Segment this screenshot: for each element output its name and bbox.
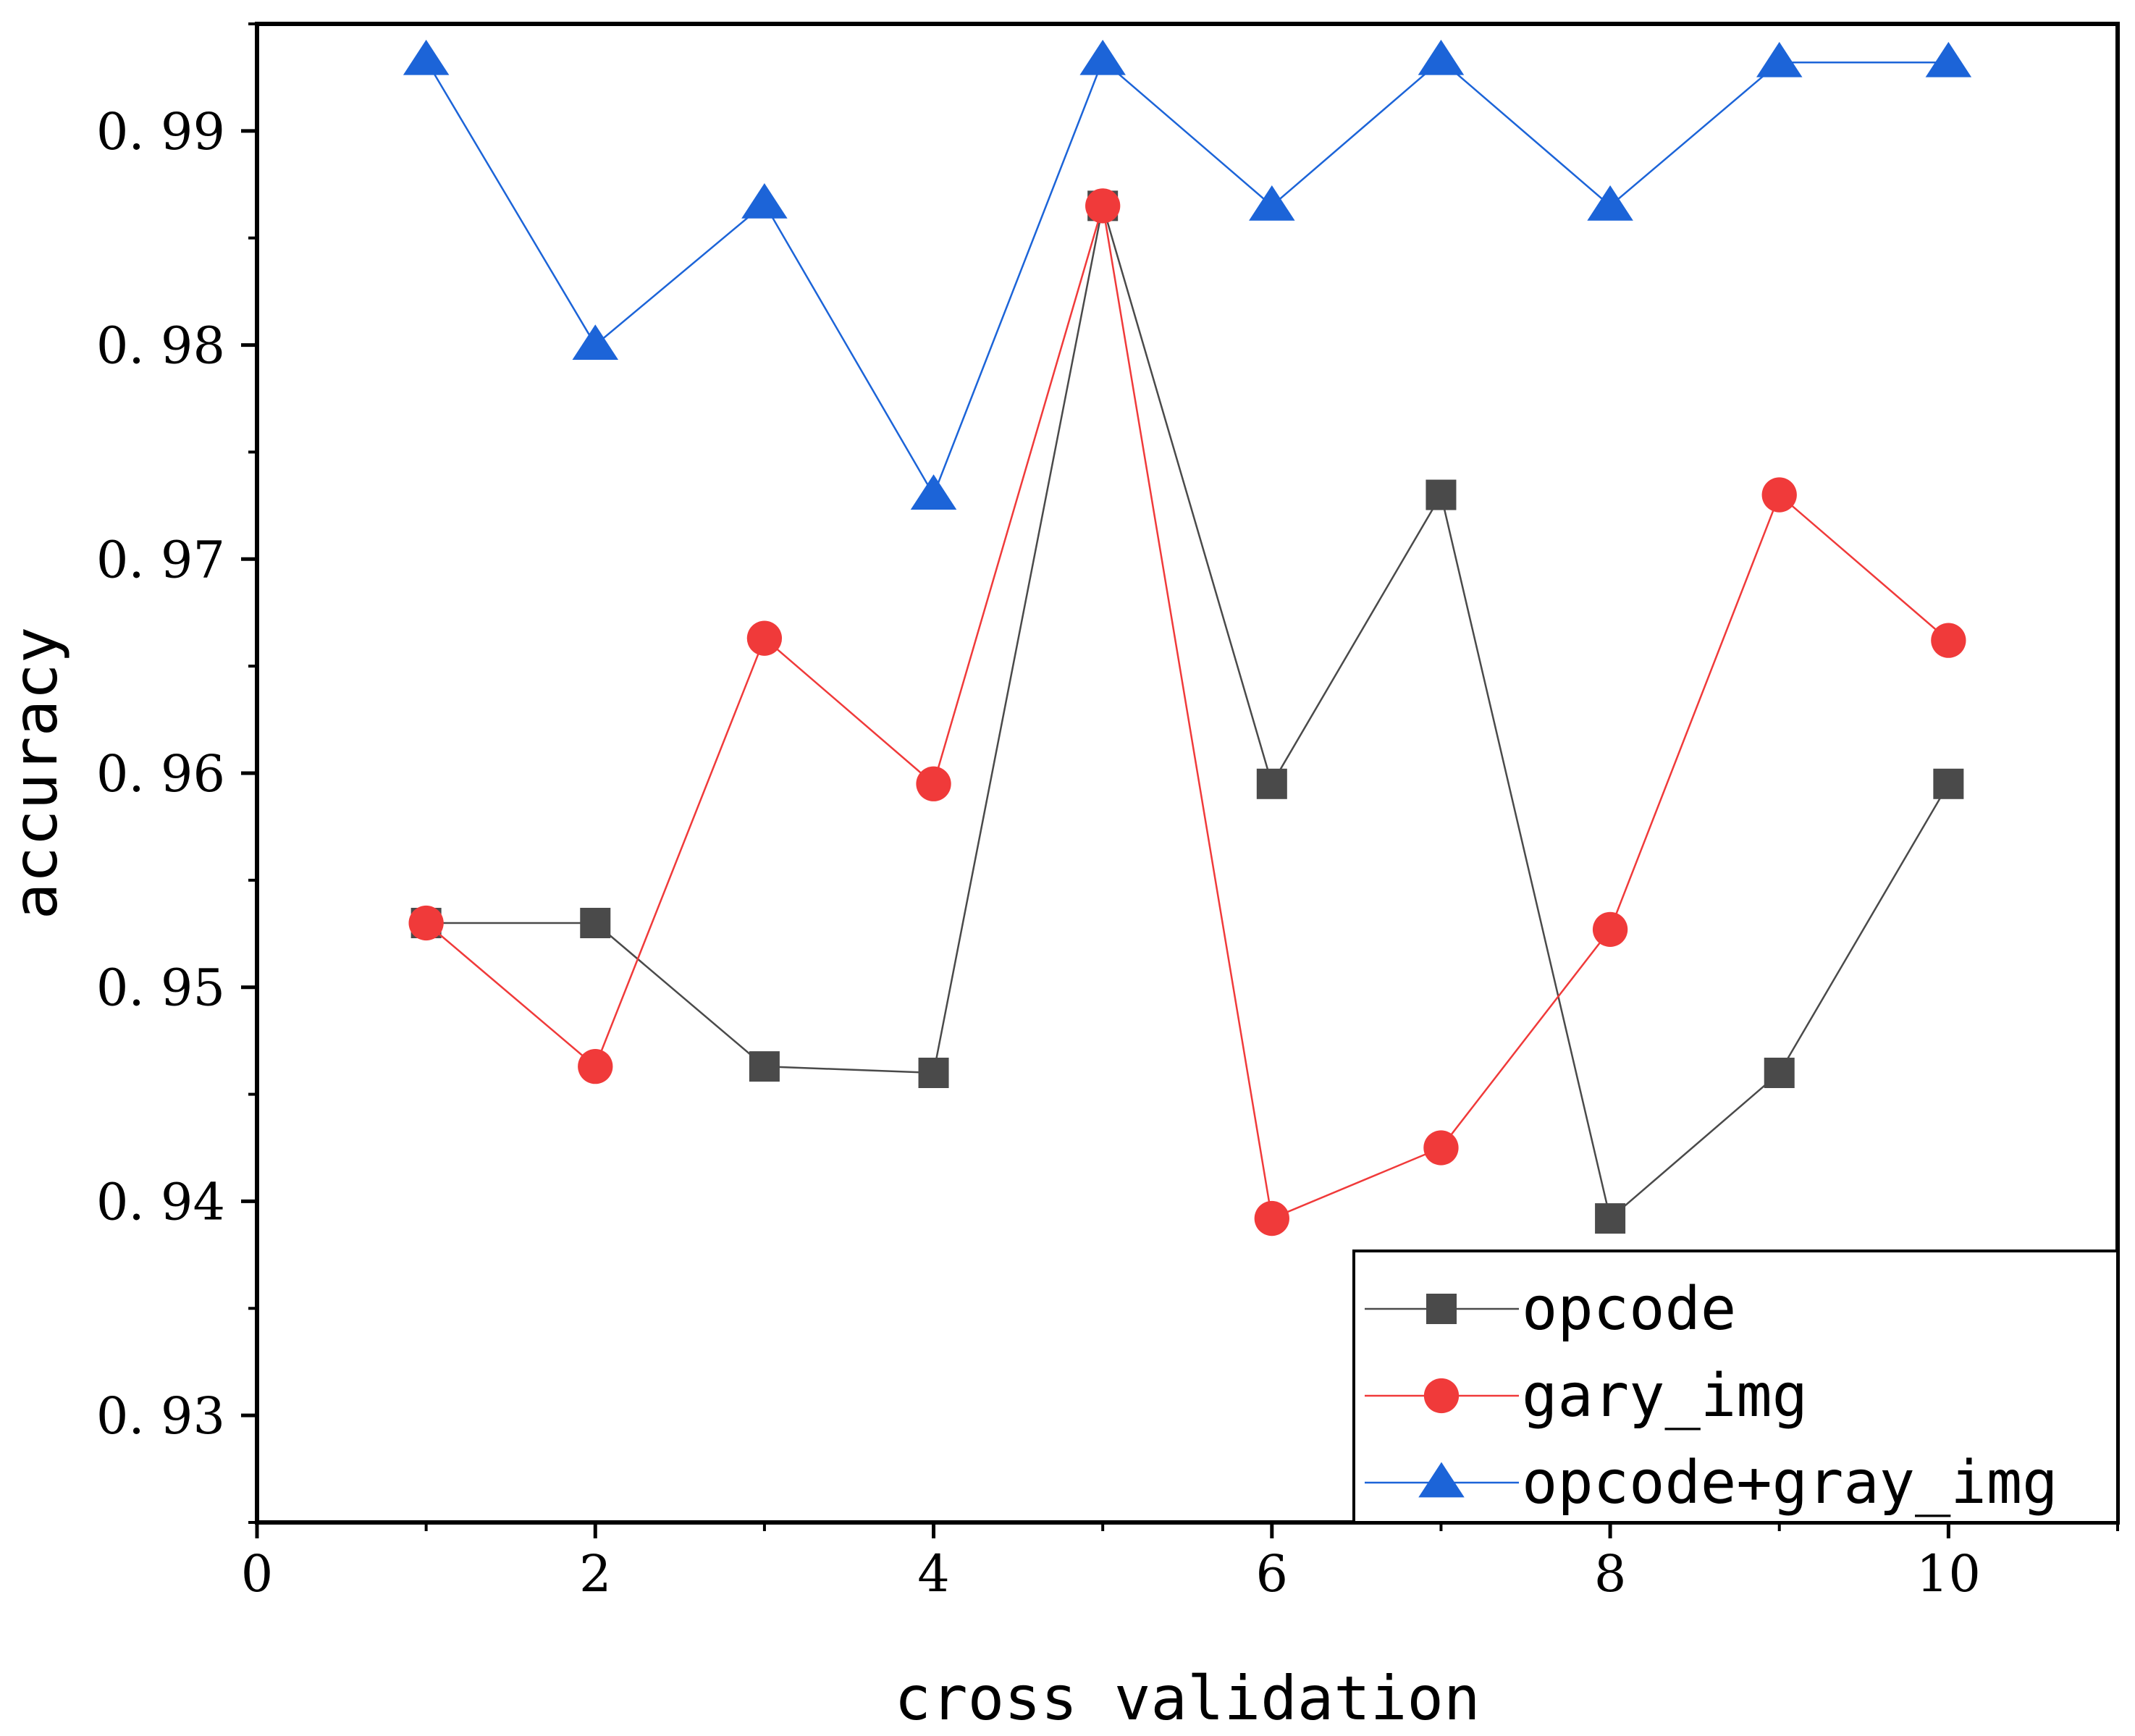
data-point [1254,1200,1289,1236]
x-tick-label: 6 [1256,1544,1289,1604]
data-point [1592,911,1628,948]
data-point [918,1058,949,1088]
x-axis-title: cross validation [894,1663,1480,1734]
data-point [1925,41,1972,77]
data-point [1085,188,1121,224]
data-point [1764,1058,1795,1088]
data-point [749,1051,780,1082]
data-point [1587,185,1633,221]
series-line [425,59,1949,497]
legend-label: gary_img [1522,1362,1808,1430]
data-point [572,324,619,360]
y-tick-label: 0. 95 [96,958,225,1018]
legend-marker [1426,1294,1457,1324]
y-tick-label: 0. 94 [96,1172,225,1231]
data-point [1933,768,1964,799]
data-point [746,620,783,656]
data-point [408,905,444,941]
y-tick-label: 0. 99 [96,102,225,161]
series-line [425,206,1950,1220]
data-point [1595,1203,1626,1234]
legend-marker [1423,1378,1460,1414]
series-opcode+gray_img [403,39,1972,510]
legend: opcode gary_img opcode+gray_img [1352,1250,2119,1524]
data-point [578,1048,613,1084]
data-point [741,183,788,219]
y-tick-label: 0. 98 [96,316,225,376]
axis-layer: 0. 93 0. 94 0. 95 0. 96 0. 97 0. 98 0. 99 0 2 4 6 8… [96,22,2119,1604]
y-tick-label: 0. 93 [96,1386,225,1446]
data-point [1418,39,1465,75]
legend-box [1352,1250,2119,1524]
legend-label: opcode [1522,1275,1736,1344]
series-line [426,206,1950,1221]
data-point [1426,479,1457,510]
data-point [910,474,957,510]
data-point [1249,185,1295,221]
data-point [1761,477,1797,513]
y-axis-title: accuracy [0,627,71,920]
x-tick-label: 8 [1594,1544,1627,1604]
y-tick-label: 0. 96 [96,744,225,804]
series-layer [403,39,1972,1236]
legend-marker [1418,1462,1465,1498]
data-point [1079,39,1126,75]
data-point [1931,623,1966,658]
y-tick-label: 0. 97 [96,530,225,589]
x-tick-label: 2 [579,1544,612,1604]
data-point [403,39,450,75]
series-gary_img [408,188,1966,1236]
data-point [916,766,951,801]
data-point [1756,41,1803,77]
legend-label: opcode+gray_img [1522,1449,2058,1517]
x-tick-label: 10 [1916,1544,1981,1604]
data-point [1423,1130,1459,1166]
data-point [580,908,611,938]
x-tick-label: 0 [241,1544,274,1604]
data-point [1256,768,1287,799]
x-tick-label: 4 [917,1544,950,1604]
